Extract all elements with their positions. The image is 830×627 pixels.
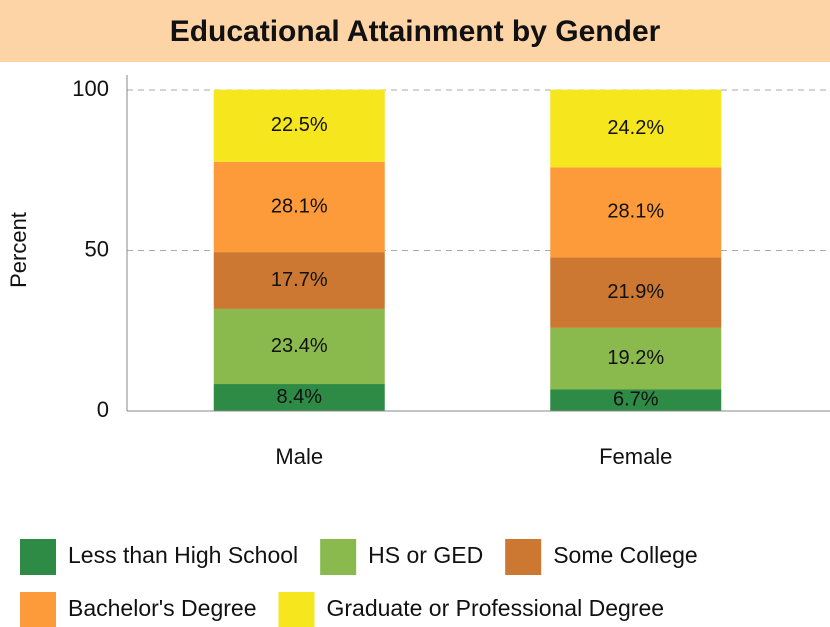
- bar-segment: [213, 89, 385, 162]
- value-label: 22.5%: [271, 114, 328, 136]
- legend-label: Bachelor's Degree: [68, 595, 257, 621]
- bar-segment: [550, 257, 722, 328]
- bar-segment: [213, 308, 385, 385]
- legend-label: HS or GED: [368, 542, 483, 568]
- legend-swatch: [278, 592, 315, 627]
- y-tick-label: 100: [72, 76, 109, 101]
- bar-segment: [213, 161, 385, 253]
- x-tick-label: Male: [275, 444, 323, 469]
- value-label: 24.2%: [607, 117, 664, 139]
- y-tick-label: 50: [85, 236, 109, 261]
- bar-segment: [550, 167, 722, 258]
- bar-segment: [550, 89, 722, 168]
- value-label: 8.4%: [276, 386, 322, 408]
- value-label: 6.7%: [613, 389, 659, 411]
- legend-swatch: [20, 592, 56, 627]
- legend-swatch: [505, 539, 542, 575]
- legend-swatch: [20, 539, 56, 575]
- legend-label: Graduate or Professional Degree: [327, 595, 665, 621]
- legend-swatch: [320, 539, 357, 575]
- y-tick-label: 0: [97, 397, 109, 422]
- bar-segment: [213, 252, 385, 309]
- bar-segment: [213, 384, 385, 411]
- x-tick-label: Female: [599, 444, 672, 469]
- y-axis-label: Percent: [6, 212, 31, 288]
- title-band: [0, 0, 830, 62]
- value-label: 28.1%: [607, 201, 664, 223]
- bar-segment: [550, 389, 722, 411]
- value-label: 21.9%: [607, 281, 664, 303]
- chart-title: Educational Attainment by Gender: [170, 15, 661, 48]
- value-label: 28.1%: [271, 195, 328, 217]
- value-label: 19.2%: [607, 347, 664, 369]
- value-label: 17.7%: [271, 269, 328, 291]
- legend-label: Some College: [553, 542, 697, 568]
- bar-segment: [550, 327, 722, 390]
- legend-label: Less than High School: [68, 542, 298, 568]
- value-label: 23.4%: [271, 335, 328, 357]
